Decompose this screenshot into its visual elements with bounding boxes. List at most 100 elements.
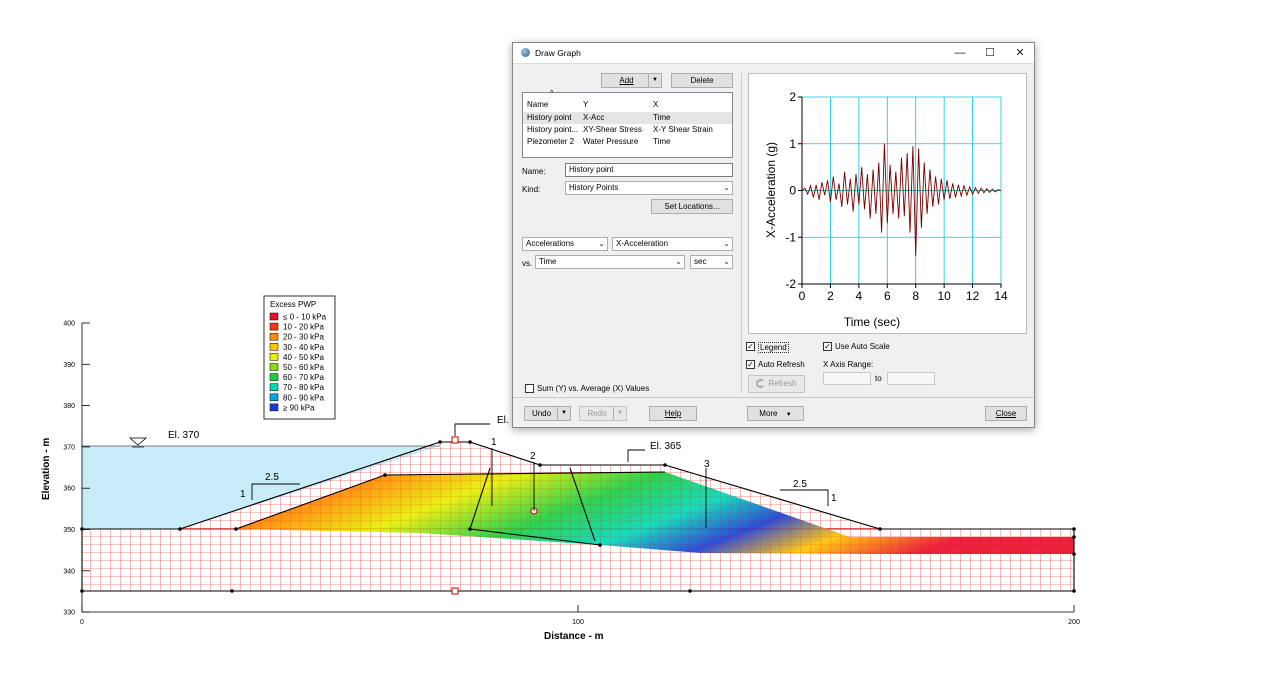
row-name: History point	[527, 113, 572, 122]
legend-swatch	[269, 332, 279, 341]
sum-average-label: Sum (Y) vs. Average (X) Values	[537, 384, 650, 393]
legend-swatch	[269, 353, 279, 361]
x-axis-max-field[interactable]	[887, 372, 935, 385]
x-unit-select[interactable]: sec ⌄	[690, 255, 733, 269]
x-tick-label: 200	[1068, 619, 1080, 626]
refresh-button[interactable]: Refresh	[748, 375, 805, 393]
y-tick-label: -1	[785, 230, 796, 244]
graph-list-row[interactable]: History point X-Acc Time	[523, 112, 732, 124]
dialog-title: Draw Graph	[535, 48, 581, 58]
sum-average-checkbox[interactable]	[525, 384, 534, 393]
y-quantity-select[interactable]: X-Acceleration ⌄	[612, 237, 733, 251]
y-tick-label: 0	[789, 184, 796, 198]
name-field[interactable]: History point	[565, 163, 733, 177]
y-tick-label: 350	[63, 527, 75, 534]
y-tick-label: 2	[789, 90, 796, 104]
close-button[interactable]: Close	[985, 406, 1027, 421]
auto-scale-checkbox[interactable]: ✓	[823, 342, 832, 351]
legend-label: 10 - 20 kPa	[283, 323, 324, 332]
help-button[interactable]: Help	[649, 406, 697, 421]
auto-scale-label: Use Auto Scale	[835, 342, 890, 351]
set-locations-button[interactable]: Set Locations...	[651, 199, 733, 214]
x-tick-label: 2	[827, 289, 834, 303]
draw-graph-dialog: Draw Graph — ☐ ✕ Add ▼ Delete ^ Name Y X…	[512, 42, 1035, 428]
legend-label: 40 - 50 kPa	[283, 353, 324, 362]
to-label: to	[875, 374, 882, 383]
more-button-label: More	[759, 409, 778, 418]
add-button-label: Add	[619, 76, 634, 85]
app-globe-icon	[521, 48, 530, 57]
legend-swatch	[269, 403, 279, 412]
row-x: Time	[653, 137, 671, 146]
kind-select[interactable]: History Points ⌄	[565, 181, 733, 195]
slope-left-horizontal: 2.5	[265, 472, 279, 483]
point-label-1: 1	[491, 437, 497, 448]
x-tick-label: 4	[856, 289, 863, 303]
auto-refresh-checkbox[interactable]: ✓	[746, 360, 755, 369]
dialog-titlebar[interactable]: Draw Graph — ☐ ✕	[513, 43, 1034, 64]
legend-swatch	[269, 393, 279, 402]
x-quantity-select[interactable]: Time ⌄	[535, 255, 685, 269]
slope-right-horizontal: 2.5	[793, 479, 807, 490]
slope-indicators	[251, 483, 829, 506]
graph-list[interactable]: ^ Name Y X History point X-Acc Time Hist…	[522, 90, 733, 158]
undo-dropdown-arrow-icon[interactable]: ▼	[557, 407, 570, 420]
undo-button[interactable]: Undo ▼	[524, 406, 571, 421]
chevron-down-icon: ⌄	[675, 257, 682, 266]
legend-label: 20 - 30 kPa	[283, 333, 324, 342]
x-tick-label: 0	[799, 289, 806, 303]
row-x: Time	[653, 113, 671, 122]
legend-checkbox[interactable]: ✓	[746, 342, 755, 351]
chevron-down-icon: ⌄	[598, 239, 605, 248]
legend-checkbox-label: Legend	[758, 342, 789, 353]
chart-y-ticks: -2 -1 0 1 2	[785, 90, 802, 291]
point-callouts	[454, 423, 707, 528]
more-button[interactable]: More ▼	[747, 406, 804, 421]
y-tick-label: 370	[63, 444, 75, 451]
x-tick-label: 6	[884, 289, 891, 303]
row-y: X-Acc	[583, 113, 605, 122]
maximize-icon[interactable]: ☐	[985, 47, 995, 59]
column-header-x[interactable]: X	[653, 100, 659, 109]
legend-swatch	[269, 322, 279, 331]
legend-swatch	[269, 383, 279, 391]
x-tick-label: 0	[80, 619, 84, 626]
y-tick-label: -2	[785, 277, 796, 291]
legend-label: 80 - 90 kPa	[283, 393, 324, 402]
add-button[interactable]: Add ▼	[601, 73, 662, 88]
pwp-contour-mesh-overlay	[236, 472, 1074, 554]
close-window-icon[interactable]: ✕	[1015, 47, 1025, 59]
footer-divider	[513, 397, 1034, 398]
column-header-y[interactable]: Y	[583, 100, 589, 109]
delete-button[interactable]: Delete	[671, 73, 733, 88]
point-label-2: 2	[530, 451, 536, 462]
add-dropdown-arrow-icon[interactable]: ▼	[648, 74, 661, 87]
y-tick-label: 380	[63, 403, 75, 410]
chevron-down-icon: ⌄	[723, 257, 730, 266]
refresh-icon	[756, 379, 766, 389]
history-point-marker-icon	[451, 436, 459, 444]
water-level-label: El. 370	[168, 430, 200, 441]
graph-list-row[interactable]: Piezometer 2 Water Pressure Time	[523, 136, 732, 148]
more-dropdown-arrow-icon: ▼	[785, 412, 792, 418]
graph-list-row[interactable]: History point... XY-Shear Stress X-Y She…	[523, 124, 732, 136]
graph-panel: 0 2 4 6 8 10 12 14 -2 -1 0 1 2 Time (sec) X-Acceler…	[748, 73, 1027, 334]
pwp-legend-title: Excess PWP	[270, 300, 316, 309]
x-tick-label: 100	[572, 619, 584, 626]
auto-refresh-label: Auto Refresh	[758, 360, 805, 369]
y-category-select[interactable]: Accelerations ⌄	[522, 237, 608, 251]
x-tick-label: 8	[912, 289, 919, 303]
redo-dropdown-arrow-icon[interactable]: ▼	[613, 407, 626, 420]
x-axis-min-field[interactable]	[823, 372, 871, 385]
graph-list-header: Name Y X	[523, 99, 732, 111]
column-header-name[interactable]: Name	[527, 100, 549, 109]
row-name: Piezometer 2	[527, 137, 575, 146]
sort-ascending-icon: ^	[550, 90, 554, 97]
legend-swatch	[269, 363, 279, 371]
redo-button[interactable]: Redo ▼	[579, 406, 627, 421]
legend-label: ≤ 0 - 10 kPa	[283, 313, 327, 322]
legend-swatch	[269, 343, 279, 351]
minimize-icon[interactable]: —	[954, 47, 966, 59]
